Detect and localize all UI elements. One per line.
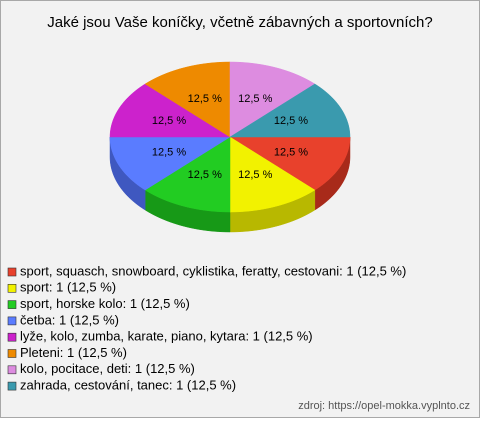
legend-label: sport, horske kolo: 1 (12,5 %) [20, 296, 190, 311]
legend-label: kolo, pocitace, deti: 1 (12,5 %) [20, 361, 195, 376]
legend-label: lyže, kolo, zumba, karate, piano, kytara… [20, 329, 313, 344]
slice [109, 136, 231, 191]
slice [229, 136, 316, 213]
slice [144, 136, 231, 213]
slice [229, 61, 316, 138]
legend-label: četba: 1 (12,5 %) [20, 312, 119, 327]
legend-swatch [7, 349, 17, 358]
slice [109, 83, 231, 138]
slice-label: 12,5 % [188, 169, 222, 181]
legend-swatch [7, 283, 17, 293]
legend-label: sport, squasch, snowboard, cyklistika, f… [20, 263, 406, 278]
source: zdroj: https://opel-mokka.vyplnto.cz [298, 400, 470, 412]
slice-label: 12,5 % [152, 115, 186, 127]
legend-label: sport: 1 (12,5 %) [20, 280, 116, 295]
legend-swatch [7, 381, 17, 391]
slice-label: 12,5 % [238, 169, 272, 181]
legend-swatch [7, 332, 17, 342]
chart-title: Jaké jsou Vaše koníčky, včetně zábavných… [47, 14, 433, 31]
legend-swatch [7, 365, 17, 375]
slice [229, 136, 351, 191]
slice [144, 61, 231, 138]
legend-label: Pleteni: 1 (12,5 %) [20, 345, 127, 360]
slice-label: 12,5 % [152, 147, 186, 159]
slice [229, 83, 351, 138]
slice-label: 12,5 % [274, 147, 308, 159]
slice-label: 12,5 % [188, 93, 222, 105]
legend-swatch [7, 316, 17, 326]
legend-label: zahrada, cestování, tanec: 1 (12,5 %) [20, 378, 236, 393]
slice-label: 12,5 % [238, 93, 272, 105]
legend-swatch [7, 267, 17, 277]
legend-swatch [7, 300, 17, 309]
slice-label: 12,5 % [274, 115, 308, 127]
